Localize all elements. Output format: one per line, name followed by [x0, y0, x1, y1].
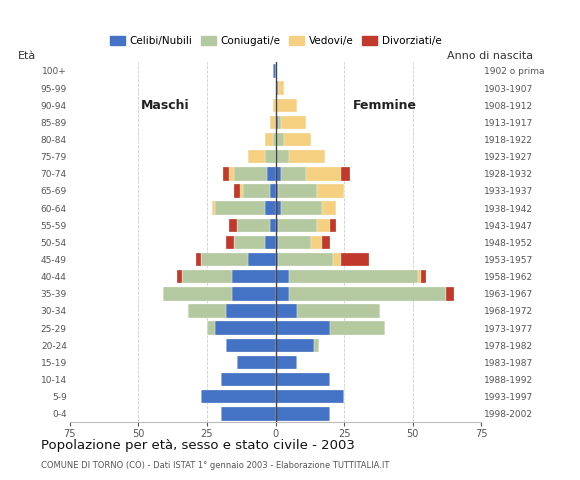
Bar: [182, 270, 231, 283]
Bar: [276, 202, 281, 215]
Bar: [276, 167, 281, 180]
Bar: [237, 356, 276, 369]
Bar: [276, 133, 284, 146]
Bar: [317, 218, 331, 232]
Bar: [267, 167, 275, 180]
Bar: [163, 287, 231, 300]
Bar: [237, 218, 270, 232]
Bar: [242, 184, 270, 198]
Bar: [298, 304, 380, 318]
Bar: [276, 373, 331, 386]
Bar: [445, 287, 454, 300]
Bar: [276, 150, 289, 163]
Bar: [342, 167, 350, 180]
Bar: [223, 167, 229, 180]
Bar: [229, 167, 234, 180]
Bar: [188, 304, 226, 318]
Bar: [248, 253, 276, 266]
Bar: [234, 184, 240, 198]
Bar: [220, 407, 276, 420]
Bar: [284, 133, 311, 146]
Bar: [201, 390, 276, 403]
Bar: [207, 322, 215, 335]
Bar: [289, 270, 418, 283]
Text: Popolazione per età, sesso e stato civile - 2003: Popolazione per età, sesso e stato civil…: [41, 439, 354, 452]
Bar: [276, 407, 331, 420]
Bar: [276, 322, 331, 335]
Bar: [276, 304, 298, 318]
Bar: [306, 167, 342, 180]
Bar: [226, 236, 234, 249]
Bar: [276, 116, 278, 129]
Bar: [270, 184, 276, 198]
Bar: [270, 116, 276, 129]
Bar: [276, 253, 278, 266]
Bar: [276, 338, 314, 352]
Bar: [177, 270, 182, 283]
Text: COMUNE DI TORNO (CO) - Dati ISTAT 1° gennaio 2003 - Elaborazione TUTTITALIA.IT: COMUNE DI TORNO (CO) - Dati ISTAT 1° gen…: [41, 461, 389, 470]
Bar: [215, 322, 276, 335]
Bar: [276, 98, 298, 112]
Bar: [278, 82, 284, 95]
Bar: [281, 116, 306, 129]
Text: Età: Età: [18, 50, 37, 60]
Bar: [264, 150, 276, 163]
Bar: [276, 236, 278, 249]
Bar: [278, 236, 311, 249]
Bar: [289, 150, 325, 163]
Bar: [418, 270, 421, 283]
Bar: [278, 218, 317, 232]
Bar: [273, 133, 275, 146]
Bar: [331, 322, 385, 335]
Bar: [229, 218, 237, 232]
Bar: [220, 373, 276, 386]
Bar: [240, 184, 242, 198]
Bar: [248, 150, 264, 163]
Text: Anno di nascita: Anno di nascita: [447, 50, 533, 60]
Bar: [231, 270, 276, 283]
Bar: [215, 202, 264, 215]
Bar: [276, 356, 298, 369]
Bar: [421, 270, 426, 283]
Bar: [276, 390, 344, 403]
Bar: [333, 253, 342, 266]
Bar: [281, 202, 322, 215]
Bar: [212, 202, 215, 215]
Text: Maschi: Maschi: [142, 99, 190, 112]
Bar: [273, 98, 275, 112]
Bar: [278, 116, 281, 129]
Bar: [234, 167, 267, 180]
Bar: [276, 184, 278, 198]
Bar: [264, 202, 276, 215]
Bar: [201, 253, 248, 266]
Bar: [226, 338, 276, 352]
Bar: [234, 236, 264, 249]
Bar: [276, 270, 289, 283]
Bar: [314, 338, 320, 352]
Bar: [276, 82, 278, 95]
Bar: [196, 253, 201, 266]
Bar: [231, 287, 276, 300]
Bar: [317, 184, 344, 198]
Bar: [322, 202, 336, 215]
Bar: [331, 218, 336, 232]
Bar: [311, 236, 322, 249]
Bar: [270, 218, 276, 232]
Bar: [264, 133, 273, 146]
Bar: [322, 236, 331, 249]
Bar: [278, 253, 333, 266]
Bar: [289, 287, 445, 300]
Text: Femmine: Femmine: [353, 99, 418, 112]
Bar: [281, 167, 306, 180]
Bar: [342, 253, 369, 266]
Bar: [278, 184, 317, 198]
Bar: [276, 287, 289, 300]
Bar: [273, 64, 275, 78]
Bar: [276, 218, 278, 232]
Bar: [226, 304, 276, 318]
Bar: [264, 236, 276, 249]
Legend: Celibi/Nubili, Coniugati/e, Vedovi/e, Divorziati/e: Celibi/Nubili, Coniugati/e, Vedovi/e, Di…: [106, 32, 445, 50]
